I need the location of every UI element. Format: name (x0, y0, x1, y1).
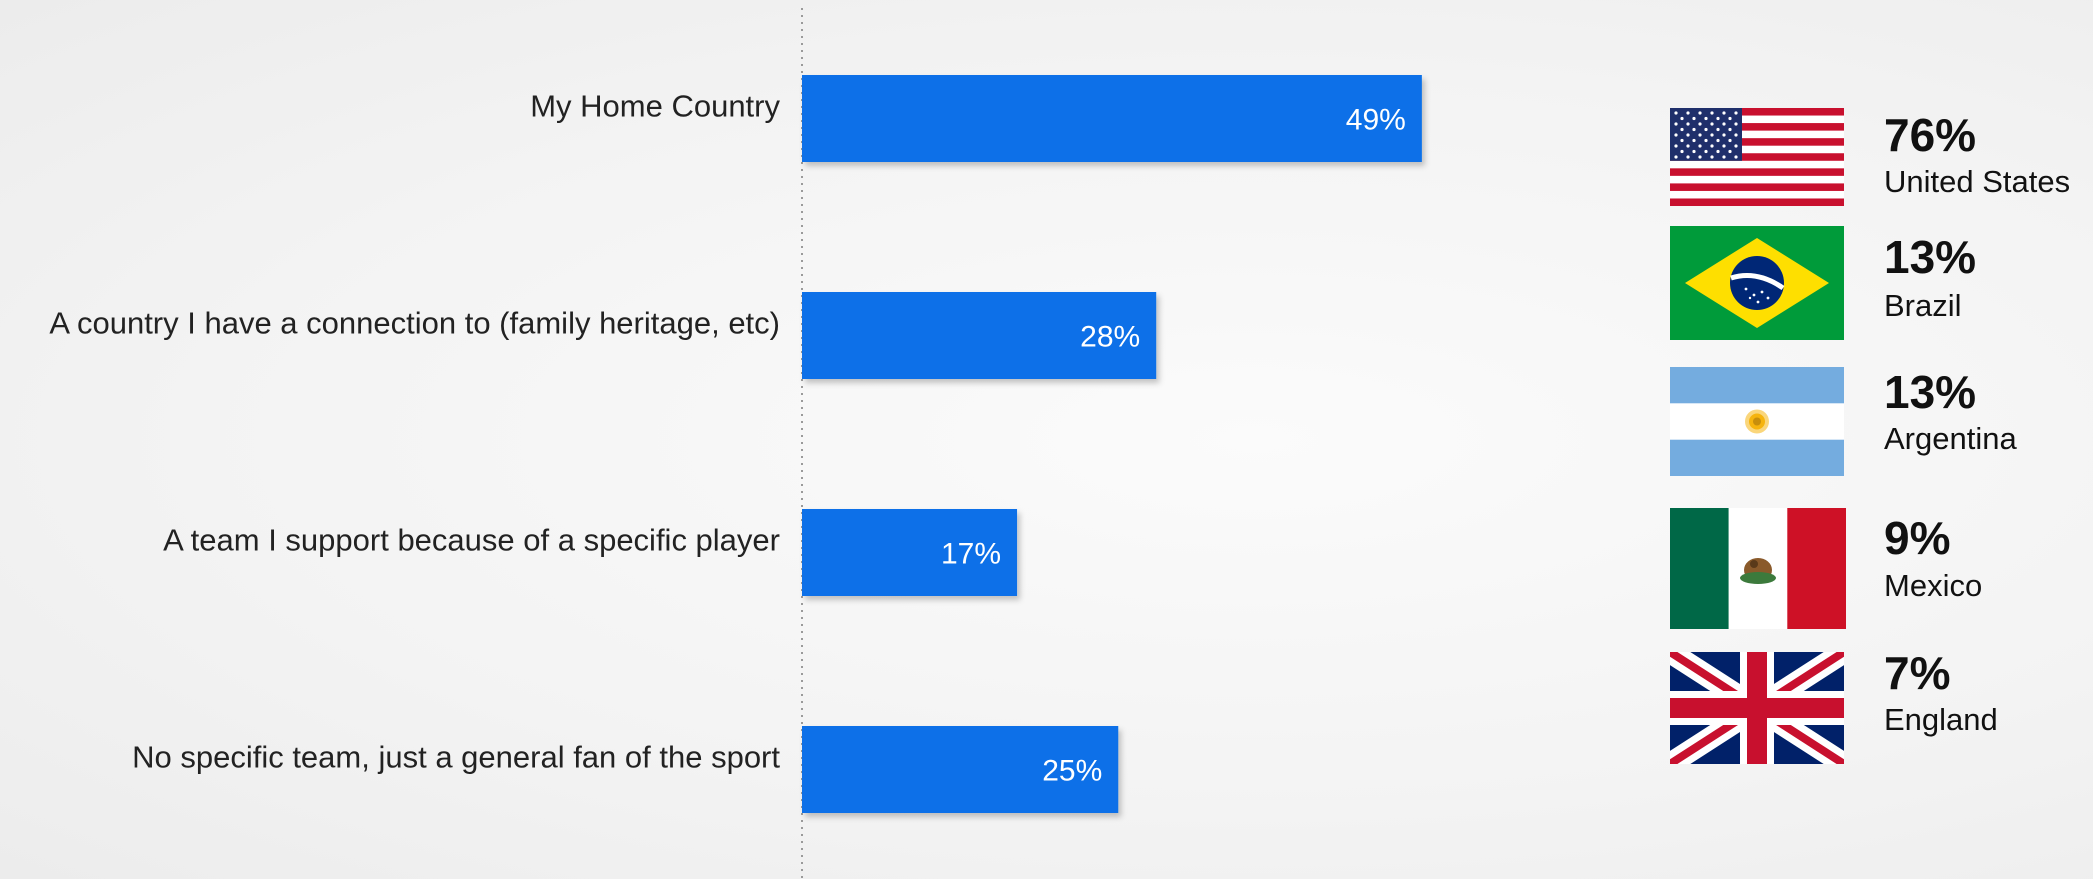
bar-value-label: 17% (941, 538, 1001, 571)
bar (802, 75, 1422, 162)
country-name: Brazil (1884, 288, 1962, 324)
country-item-england: 7% England (1670, 652, 2090, 782)
country-value: 9% (1884, 511, 1950, 565)
country-value: 76% (1884, 108, 1976, 162)
country-value: 7% (1884, 646, 1950, 700)
category-label: My Home Country (530, 89, 780, 124)
brazil-flag-icon (1670, 226, 1844, 340)
country-item-united-states: 76% United States (1670, 108, 2090, 238)
category-label: A team I support because of a specific p… (163, 523, 780, 558)
country-value: 13% (1884, 365, 1976, 419)
bar-value-label: 25% (1042, 755, 1102, 788)
country-item-argentina: 13% Argentina (1670, 367, 2090, 497)
country-name: England (1884, 702, 1998, 738)
country-name: Mexico (1884, 568, 1982, 604)
country-value: 13% (1884, 230, 1976, 284)
argentina-flag-icon (1670, 367, 1844, 476)
country-item-brazil: 13% Brazil (1670, 226, 2090, 356)
uk-flag-icon (1670, 652, 1844, 764)
bar-value-label: 28% (1080, 321, 1140, 354)
category-label: No specific team, just a general fan of … (132, 740, 780, 775)
country-name: United States (1884, 164, 2070, 200)
country-breakdown: 76% United States 13% Brazil (1670, 0, 2090, 879)
country-name: Argentina (1884, 421, 2017, 457)
bar-chart: 49% My Home Country 28% A country I have a … (0, 0, 1640, 879)
country-item-mexico: 9% Mexico (1670, 508, 2090, 638)
bar-value-label: 49% (1346, 104, 1406, 137)
mexico-flag-icon (1670, 508, 1844, 629)
category-label: A country I have a connection to (family… (49, 306, 780, 341)
us-flag-icon (1670, 108, 1844, 206)
